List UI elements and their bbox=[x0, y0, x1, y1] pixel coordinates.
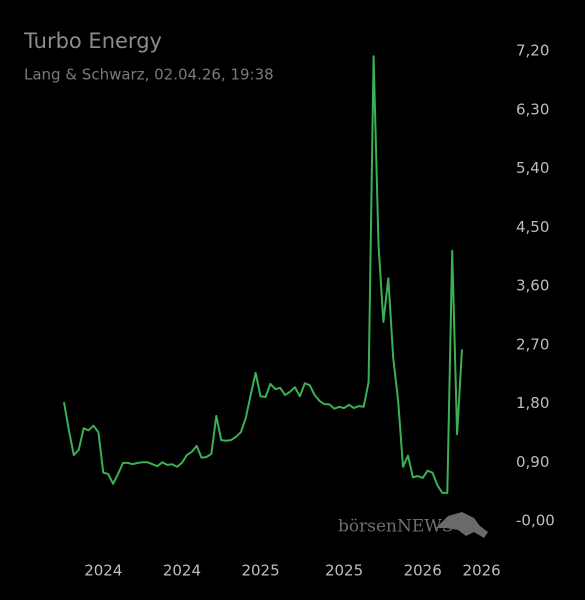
y-tick-label: 0,90 bbox=[516, 453, 549, 471]
y-tick-label: 2,70 bbox=[516, 335, 549, 353]
watermark: börsenNEWS bbox=[338, 517, 453, 537]
x-tick-label: 2025 bbox=[241, 562, 279, 580]
price-line bbox=[63, 55, 463, 494]
x-tick-label: 2024 bbox=[163, 562, 201, 580]
x-tick-label: 2026 bbox=[404, 562, 442, 580]
y-tick-label: 4,50 bbox=[516, 218, 549, 236]
x-tick-label: 2025 bbox=[325, 562, 363, 580]
y-tick-label: 1,80 bbox=[516, 394, 549, 412]
chart-subtitle: Lang & Schwarz, 02.04.26, 19:38 bbox=[24, 66, 274, 84]
y-tick-label: 6,30 bbox=[516, 100, 549, 118]
y-tick-label: -0,00 bbox=[516, 512, 555, 530]
y-tick-label: 7,20 bbox=[516, 42, 549, 60]
x-tick-label: 2024 bbox=[84, 562, 122, 580]
y-tick-label: 3,60 bbox=[516, 277, 549, 295]
watermark-bull bbox=[436, 512, 488, 538]
x-tick-label: 2026 bbox=[463, 562, 501, 580]
y-tick-label: 5,40 bbox=[516, 159, 549, 177]
chart-title: Turbo Energy bbox=[23, 29, 162, 53]
